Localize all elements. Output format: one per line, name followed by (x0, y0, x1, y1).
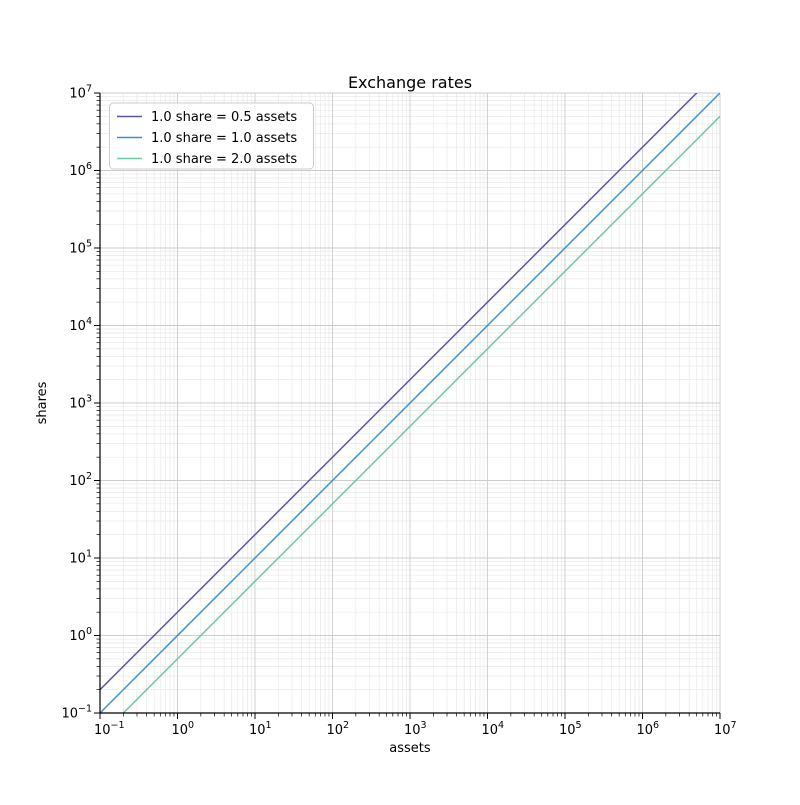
x-tick-label: 101 (249, 720, 272, 738)
y-tick-labels: 10−1 100 101 102 103 104 105 106 107 (61, 84, 92, 722)
legend-label-2: 1.0 share = 2.0 assets (151, 152, 297, 167)
y-tick-label: 104 (69, 316, 92, 334)
y-tick-label: 107 (69, 84, 92, 102)
x-tick-label: 107 (714, 720, 737, 738)
chart-title: Exchange rates (348, 73, 472, 92)
y-tick-label: 103 (69, 394, 92, 412)
y-axis-label: shares (35, 381, 50, 424)
series-line-0 (100, 93, 698, 691)
x-tick-label: 106 (637, 720, 660, 738)
series-line-1 (100, 93, 720, 713)
legend-box (109, 102, 314, 170)
x-tick-labels: 10−1 100 101 102 103 104 105 106 107 (94, 720, 737, 738)
axis-ticks (94, 92, 721, 719)
y-tick-label: 105 (69, 239, 92, 257)
x-tick-label: 103 (404, 720, 427, 738)
x-tick-label: 100 (172, 720, 195, 738)
y-tick-label: 10−1 (61, 704, 92, 722)
legend-label-1: 1.0 share = 1.0 assets (151, 131, 297, 146)
y-tick-label: 100 (69, 626, 92, 644)
x-tick-label: 104 (482, 720, 505, 738)
x-tick-label: 105 (559, 720, 582, 738)
series-line-2 (122, 115, 720, 713)
x-axis-label: assets (389, 741, 431, 756)
legend: 1.0 share = 0.5 assets 1.0 share = 1.0 as… (109, 102, 314, 170)
y-tick-label: 101 (69, 549, 92, 567)
series-lines (100, 93, 720, 713)
x-tick-label: 10−1 (94, 720, 125, 738)
y-tick-label: 106 (69, 161, 92, 179)
legend-label-0: 1.0 share = 0.5 assets (151, 110, 297, 125)
x-tick-label: 102 (327, 720, 350, 738)
y-tick-label: 102 (69, 471, 92, 489)
